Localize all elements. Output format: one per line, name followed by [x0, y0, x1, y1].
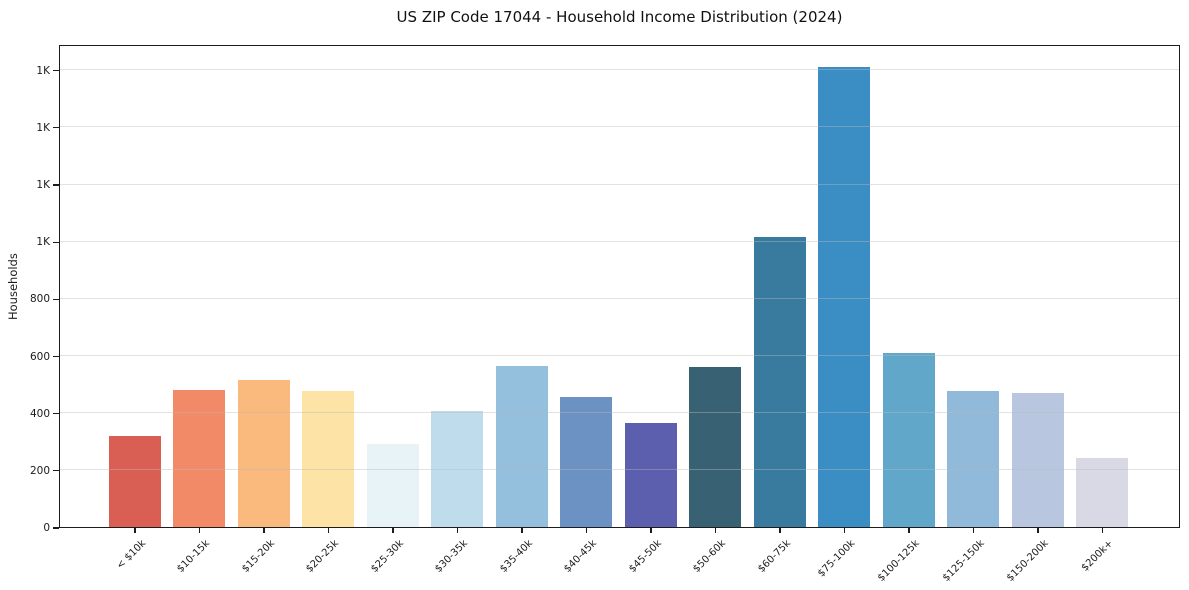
y-tick-mark [53, 413, 59, 415]
x-tick-label: $75-100k [815, 538, 858, 580]
bar [431, 411, 484, 527]
bar [366, 444, 419, 527]
y-tick-label: 0 [43, 522, 50, 534]
y-tick-mark [53, 527, 59, 529]
x-tick-label: $30-35k [433, 538, 471, 575]
bar [495, 365, 548, 527]
bar [818, 66, 871, 527]
bar [1076, 458, 1129, 527]
bar [689, 366, 742, 527]
x-tick-label: $125-150k [940, 538, 987, 584]
bar [302, 391, 355, 527]
y-tick-mark [53, 127, 59, 129]
y-tick-label: 1K [36, 64, 50, 77]
x-tick-label: $15-20k [239, 538, 277, 575]
x-tick-mark [392, 528, 394, 533]
bar [882, 352, 935, 527]
y-tick-label: 1K [36, 236, 50, 249]
x-tick-label: $100-125k [875, 538, 922, 584]
x-tick-mark [327, 528, 330, 533]
y-tick-mark [53, 241, 59, 243]
y-tick-mark [53, 298, 59, 300]
bar [237, 379, 290, 527]
x-tick-label: $25-30k [368, 538, 406, 575]
bar [173, 389, 226, 527]
bar [947, 391, 1000, 527]
x-tick-label: $10-15k [175, 538, 213, 575]
bar [1011, 392, 1064, 527]
bar [624, 422, 677, 527]
x-tick-mark [456, 528, 459, 533]
x-tick-label: $45-50k [626, 538, 664, 575]
x-tick-mark [134, 528, 136, 533]
x-tick-mark [779, 528, 781, 533]
x-tick-mark [972, 528, 975, 533]
y-tick-label: 600 [29, 350, 50, 363]
y-tick-mark [53, 355, 59, 358]
x-tick-mark [263, 528, 265, 533]
x-tick-mark [521, 528, 523, 533]
x-tick-label: $50-60k [691, 538, 729, 575]
y-tick-mark [53, 70, 59, 72]
y-axis-label: Households [6, 253, 20, 320]
plot-area [59, 45, 1180, 528]
bar [560, 396, 613, 527]
x-tick-mark [1037, 528, 1039, 533]
x-tick-label: $150-200k [1004, 538, 1051, 584]
y-tick-mark [53, 184, 59, 186]
bar [753, 236, 806, 527]
x-tick-mark [650, 528, 652, 533]
x-tick-label: $200k+ [1079, 538, 1116, 574]
y-tick-label: 200 [29, 464, 50, 477]
x-tick-mark [714, 528, 717, 533]
x-tick-mark [908, 528, 910, 533]
y-tick-label: 800 [29, 293, 50, 306]
x-tick-mark [198, 528, 201, 533]
x-tick-label: $60-75k [755, 538, 793, 575]
y-tick-label: 400 [29, 407, 50, 420]
x-tick-label: $20-25k [304, 538, 342, 575]
x-tick-mark [1101, 528, 1104, 533]
x-tick-mark [585, 528, 588, 533]
bar [108, 435, 161, 527]
y-tick-label: 1K [36, 121, 50, 134]
x-tick-label: $35-40k [497, 538, 535, 575]
y-tick-label: 1K [36, 179, 50, 192]
bars-layer [60, 46, 1179, 527]
x-tick-label: < $10k [114, 538, 148, 572]
chart-title: US ZIP Code 17044 - Household Income Dis… [396, 8, 843, 26]
x-tick-label: $40-45k [562, 538, 600, 575]
y-tick-mark [53, 470, 59, 472]
x-tick-mark [843, 528, 846, 533]
